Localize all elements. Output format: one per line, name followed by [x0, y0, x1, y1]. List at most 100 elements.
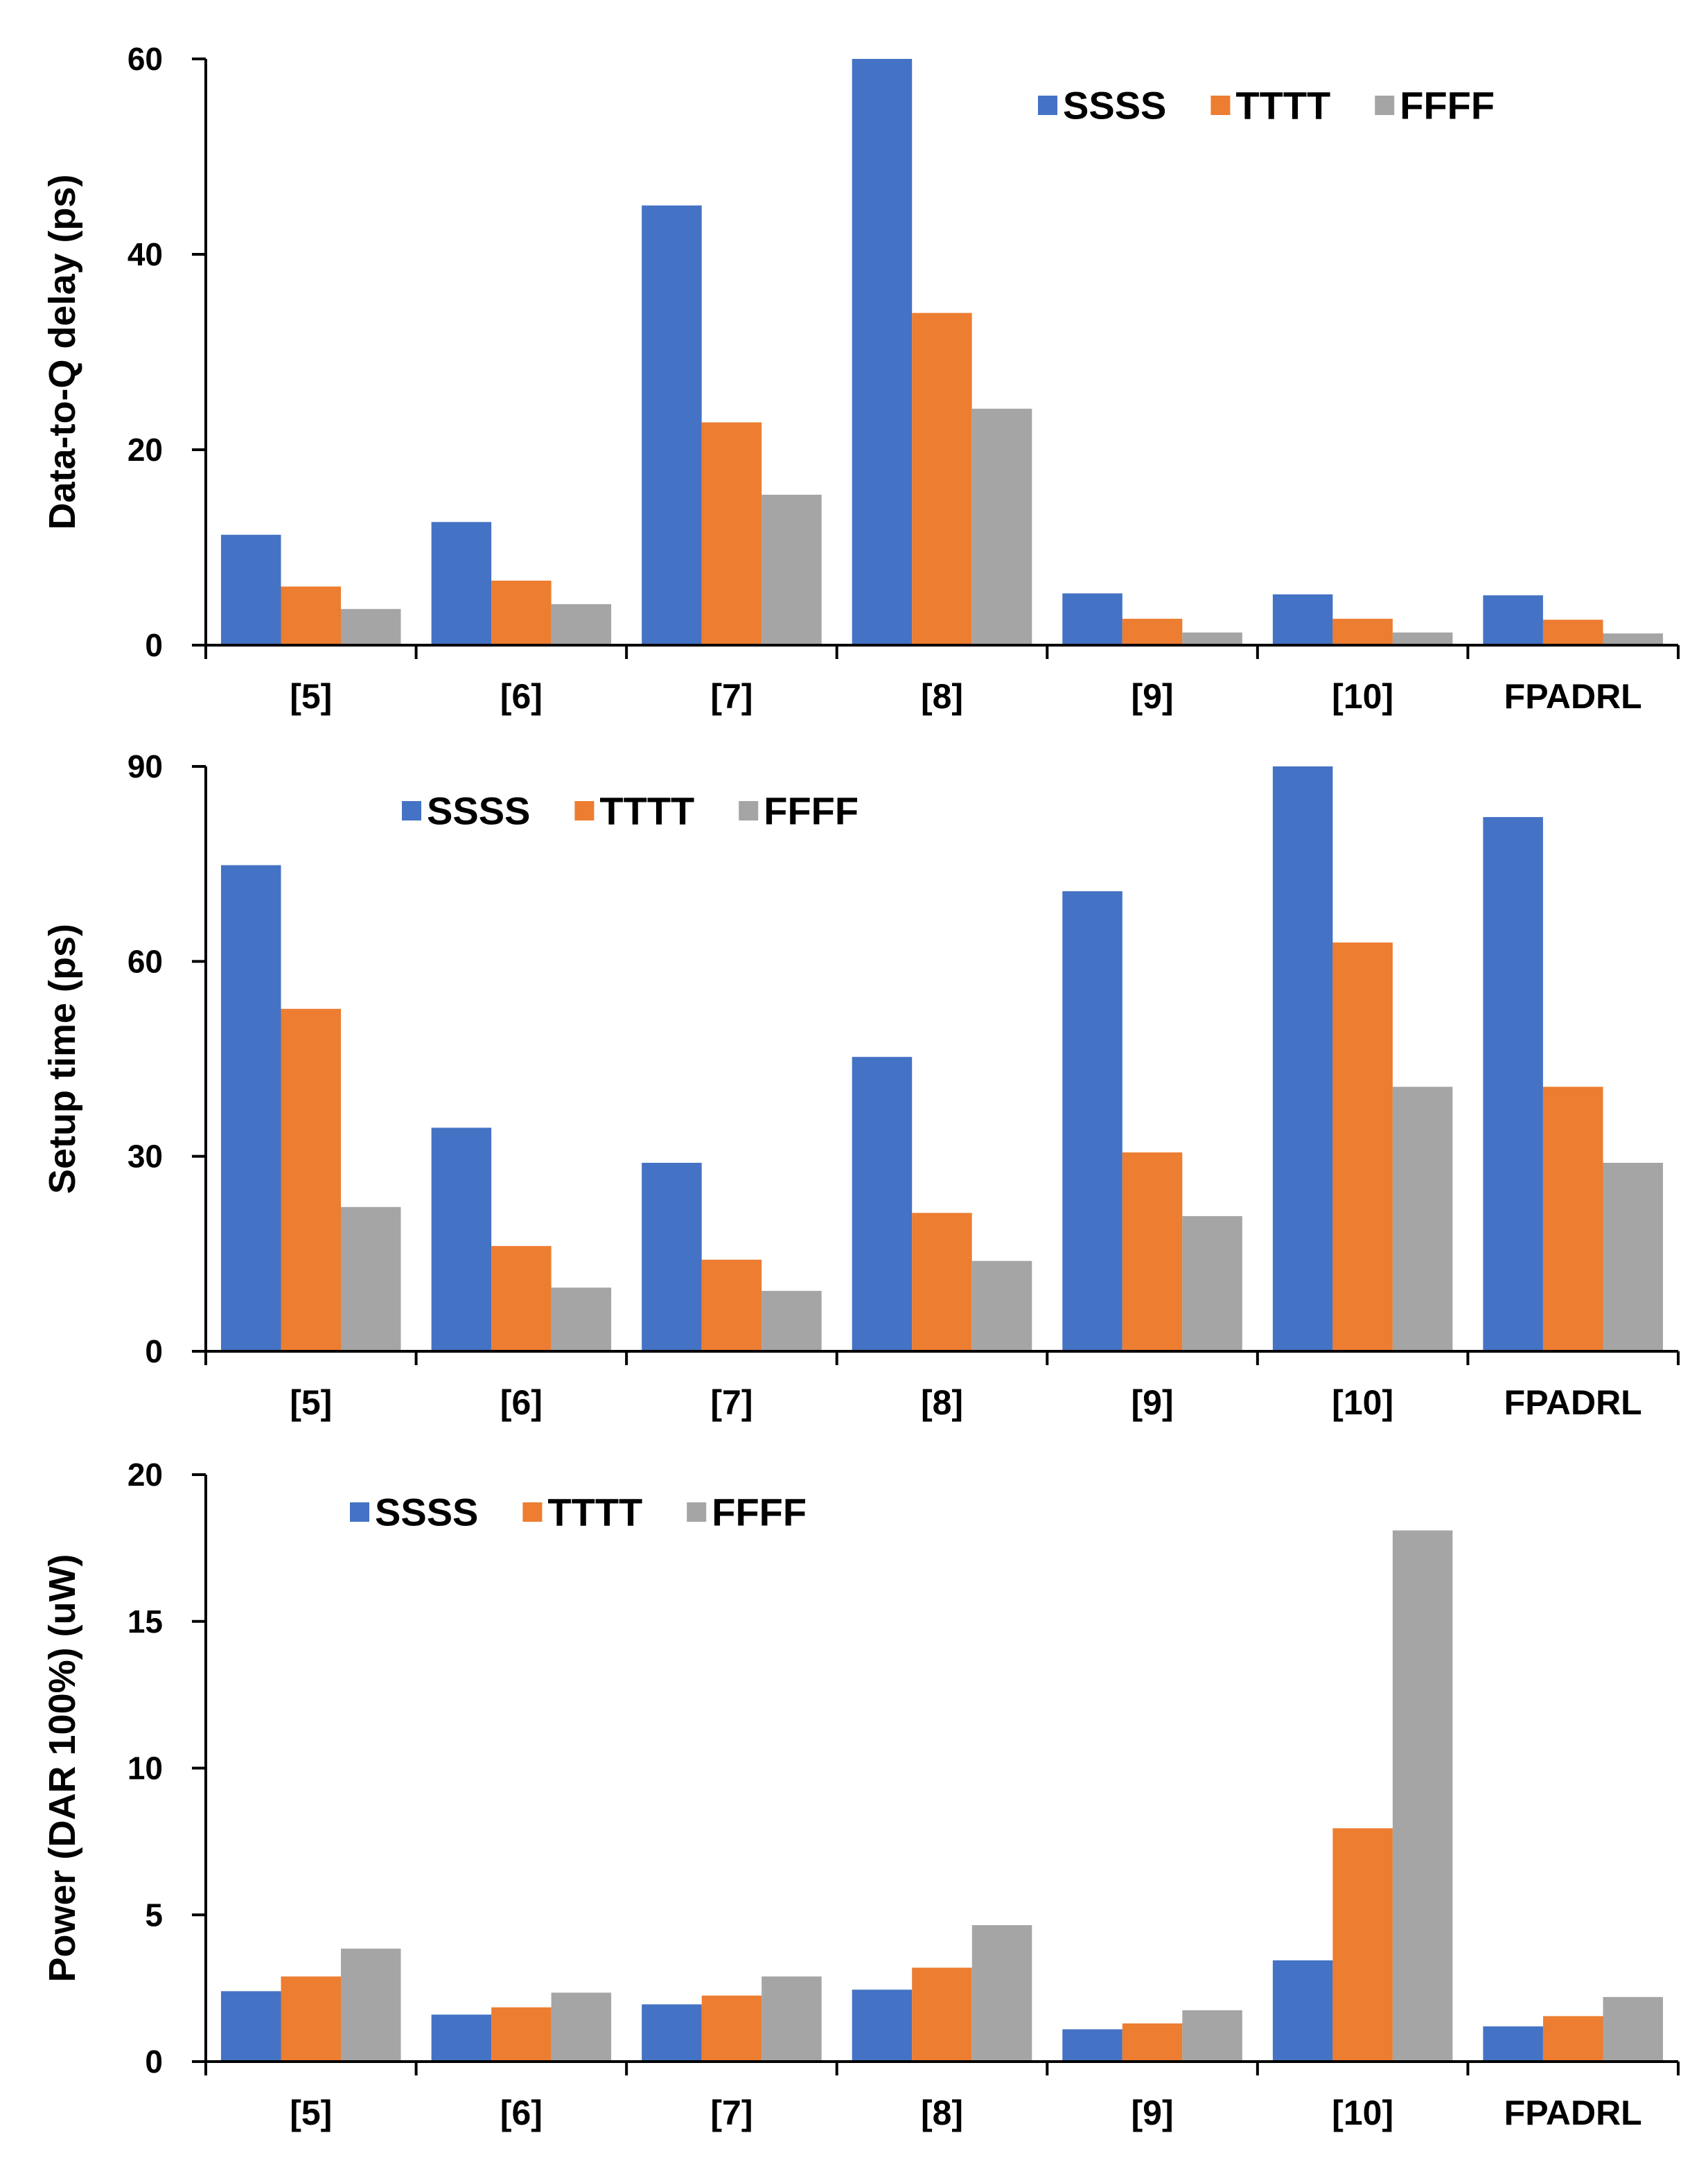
bar-ffff-7 [761, 494, 822, 645]
bar-ssss-8 [852, 1057, 913, 1351]
bar-ffff-6 [551, 1288, 612, 1351]
x-tick-label: [8] [921, 677, 963, 716]
bar-ffff-fpadrl [1603, 1996, 1663, 2062]
chart-panel-3: 0 5 10 15 20 [5] [6] [7] [8] [9] [10] FPADRL Power (… [42, 1457, 1680, 2132]
bar-ffff-9 [1182, 1215, 1242, 1351]
x-tick-label: [7] [710, 2093, 752, 2132]
bar-tttt-7 [701, 422, 762, 645]
bar-ssss-9 [1062, 2029, 1122, 2062]
y-tick-label: 60 [127, 943, 163, 979]
bar-tttt-6 [491, 2007, 552, 2062]
legend-swatch-ffff [1375, 96, 1395, 115]
y-axis-title: Power (DAR 100%) (uW) [42, 1554, 83, 1982]
x-tick-label: FPADRL [1504, 677, 1642, 716]
legend-swatch-ffff [739, 801, 759, 820]
chart-panel-1: 0 20 40 60 [5] [6] [7] [8] [9] [10] FPADRL Data-to-… [42, 41, 1680, 716]
legend-label-tttt: TTTT [599, 789, 694, 833]
bar-tttt-10 [1332, 1828, 1393, 2062]
bar-tttt-fpadrl [1543, 620, 1603, 645]
bar-ssss-fpadrl [1483, 595, 1543, 645]
x-tick-label: [10] [1332, 2093, 1393, 2132]
legend-swatch-tttt [574, 801, 595, 820]
x-tick-label: [9] [1132, 677, 1174, 716]
x-tick-label: [10] [1332, 677, 1393, 716]
legend-swatch-ssss [1038, 96, 1057, 115]
legend-swatch-tttt [1210, 96, 1231, 115]
legend-swatch-ssss [350, 1502, 369, 1522]
legend-label-tttt: TTTT [547, 1491, 642, 1534]
x-tick-label: [10] [1332, 1383, 1393, 1422]
bar-tttt-5 [281, 1976, 341, 2062]
bar-ssss-10 [1272, 1960, 1333, 2062]
bar-tttt-5 [281, 586, 341, 645]
bar-ssss-5 [221, 1991, 281, 2062]
bar-ffff-fpadrl [1603, 633, 1663, 645]
bar-ssss-7 [642, 1163, 702, 1351]
bar-tttt-8 [912, 313, 972, 645]
bar-ffff-8 [971, 1925, 1032, 2062]
x-tick-label: FPADRL [1504, 2093, 1642, 2132]
bar-ssss-6 [431, 2014, 492, 2062]
bar-ssss-5 [221, 865, 281, 1351]
bar-ffff-6 [551, 1992, 612, 2062]
bar-ssss-fpadrl [1483, 817, 1543, 1351]
legend-swatch-ffff [687, 1502, 707, 1522]
bar-ssss-9 [1062, 891, 1122, 1351]
bar-ffff-9 [1182, 632, 1242, 645]
y-tick-label: 20 [127, 1457, 163, 1493]
legend-label-ssss: SSSS [375, 1491, 478, 1534]
bar-ssss-8 [852, 59, 913, 645]
y-tick-label: 0 [145, 627, 163, 663]
bar-ffff-9 [1182, 2010, 1242, 2062]
legend-label-tttt: TTTT [1235, 84, 1330, 128]
x-tick-label: [6] [500, 2093, 543, 2132]
y-axis-title: Setup time (ps) [42, 924, 83, 1194]
y-tick-label: 0 [145, 2044, 163, 2080]
bar-ssss-9 [1062, 593, 1122, 645]
y-tick-label: 15 [127, 1604, 163, 1640]
bar-tttt-7 [701, 1995, 762, 2062]
bar-ssss-6 [431, 522, 492, 645]
y-tick-label: 10 [127, 1750, 163, 1786]
y-tick-label: 90 [127, 748, 163, 784]
bar-ssss-7 [642, 205, 702, 645]
bar-tttt-9 [1122, 1152, 1183, 1351]
legend: SSSS TTTT FFFF [1038, 84, 1495, 128]
bar-ffff-8 [971, 1261, 1032, 1351]
legend-swatch-ssss [402, 801, 421, 820]
bar-ffff-5 [341, 1949, 401, 2062]
legend-label-ssss: SSSS [427, 789, 530, 833]
legend: SSSS TTTT FFFF [350, 1491, 807, 1534]
bar-tttt-fpadrl [1543, 2016, 1603, 2062]
legend-label-ffff: FFFF [1400, 84, 1495, 128]
bar-ssss-8 [852, 1990, 913, 2062]
bar-ffff-fpadrl [1603, 1163, 1663, 1351]
bar-tttt-9 [1122, 618, 1183, 645]
bar-ssss-6 [431, 1127, 492, 1351]
bar-ffff-5 [341, 1206, 401, 1351]
bar-tttt-5 [281, 1008, 341, 1351]
bar-ffff-8 [971, 408, 1032, 645]
bar-tttt-8 [912, 1213, 972, 1351]
x-tick-label: [5] [290, 2093, 332, 2132]
legend-label-ffff: FFFF [712, 1491, 807, 1534]
bar-tttt-6 [491, 1246, 552, 1351]
y-tick-label: 40 [127, 236, 163, 272]
bar-tttt-fpadrl [1543, 1087, 1603, 1351]
legend-label-ssss: SSSS [1063, 84, 1166, 128]
x-tick-label: [7] [710, 677, 752, 716]
y-tick-label: 0 [145, 1333, 163, 1369]
bar-tttt-10 [1332, 618, 1393, 645]
x-tick-label: [5] [290, 1383, 332, 1422]
bar-tttt-10 [1332, 942, 1393, 1351]
x-tick-label: [8] [921, 2093, 963, 2132]
bar-ffff-10 [1392, 1530, 1453, 2062]
y-axis-title: Data-to-Q delay (ps) [42, 174, 83, 529]
y-tick-label: 60 [127, 41, 163, 77]
x-tick-label: [8] [921, 1383, 963, 1422]
bar-ffff-7 [761, 1290, 822, 1351]
legend: SSSS TTTT FFFF [402, 789, 859, 833]
x-tick-label: [7] [710, 1383, 752, 1422]
y-tick-label: 30 [127, 1139, 163, 1175]
